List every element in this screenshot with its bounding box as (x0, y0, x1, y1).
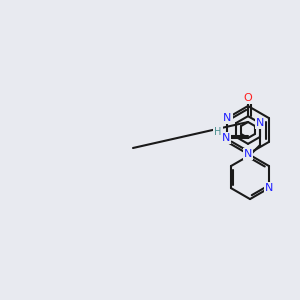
Text: N: N (222, 133, 230, 143)
Text: N: N (223, 113, 231, 123)
Text: N: N (256, 118, 264, 128)
Text: H: H (214, 127, 222, 137)
Text: N: N (244, 149, 252, 159)
Text: O: O (244, 93, 252, 103)
Text: N: N (265, 183, 273, 193)
